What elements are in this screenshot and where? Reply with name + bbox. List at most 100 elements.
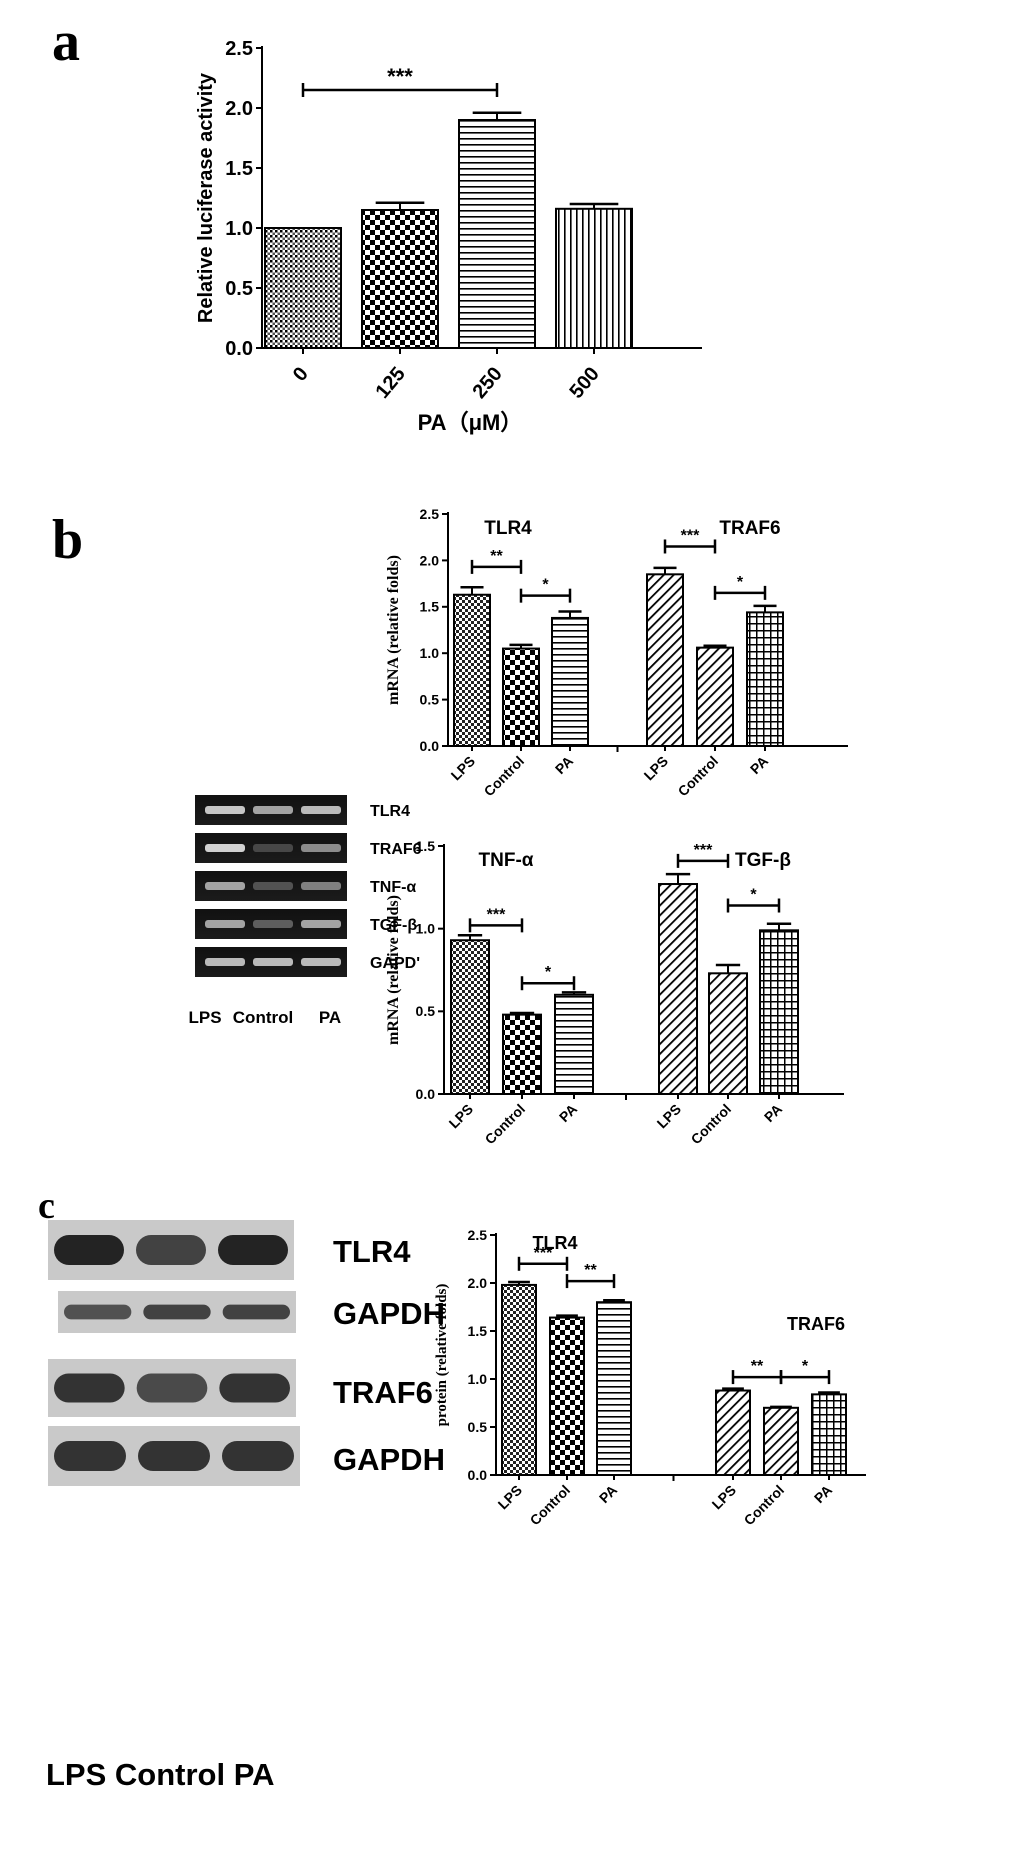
- chart-b2-x-tick-label: PA: [761, 1101, 785, 1125]
- chart-b1-y-tick-label: 0.5: [420, 692, 440, 708]
- gel-band: [253, 920, 293, 928]
- gel-band: [205, 844, 245, 852]
- chart-b1-sig-label: *: [737, 574, 744, 591]
- chart-c-y-tick-label: 2.5: [468, 1227, 488, 1243]
- chart-b1-y-tick-label: 2.5: [420, 506, 440, 522]
- chart-a-bar: [264, 227, 342, 349]
- gel-band: [253, 882, 293, 890]
- blot-band: [143, 1304, 211, 1320]
- chart-c: 0.0 0.5 1.0 1.5 2.0 2.5 protein (relative fold…: [434, 1227, 866, 1528]
- chart-a-x-label: PA（μM）: [418, 410, 523, 435]
- panel-letter-a: a: [52, 11, 80, 73]
- chart-b1-y-tick-label: 1.0: [420, 645, 440, 661]
- blot-band: [54, 1373, 125, 1403]
- chart-c-bar: [549, 1316, 585, 1477]
- chart-c-x-tick-label: PA: [811, 1482, 835, 1506]
- blot-band-label: GAPDH: [333, 1296, 445, 1331]
- chart-a-y-tick-label: 2.0: [225, 98, 253, 120]
- chart-a-y-tick-label: 1.0: [225, 218, 253, 240]
- chart-a-x-tick-label: 500: [566, 363, 604, 403]
- blot-band: [222, 1441, 294, 1471]
- chart-b1-x-tick-label: Control: [481, 753, 528, 800]
- chart-b2-sig-label: *: [545, 964, 552, 981]
- chart-a-sig-label: ***: [387, 64, 413, 89]
- gel-band: [301, 806, 341, 814]
- chart-a: 0.0 0.5 1.0 1.5 2.0 2.5 Relative luciferase ac…: [195, 38, 702, 435]
- gel-band-label: GAPD': [370, 955, 420, 972]
- chart-b2-x-tick-label: LPS: [654, 1101, 685, 1132]
- chart-b1-y-tick-label: 0.0: [420, 738, 440, 754]
- chart-c-sig-label: **: [751, 1358, 764, 1375]
- chart-b2-bar: [658, 883, 698, 1095]
- blot-layer: TLR4 GAPDH TRAF6 GAPDH LPS Control PA: [46, 1220, 445, 1792]
- gel-band: [301, 882, 341, 890]
- gel-band: [253, 958, 293, 966]
- chart-a-bar: [361, 209, 439, 349]
- gel-band: [253, 806, 293, 814]
- chart-b1-bar: [696, 646, 734, 748]
- chart-b1-sig-label: ***: [681, 527, 700, 544]
- chart-c-group-title: TLR4: [533, 1233, 578, 1253]
- chart-b2-y-tick-label: 0.5: [416, 1003, 436, 1019]
- chart-b2-sig-label: ***: [487, 906, 506, 923]
- chart-a-x-tick-label: 125: [372, 363, 410, 403]
- gel-band-label: TNF-α: [370, 879, 416, 896]
- chart-b2-y-tick-label: 1.5: [416, 838, 436, 854]
- chart-c-sig-label: *: [802, 1358, 809, 1375]
- gel-band: [205, 920, 245, 928]
- blot-band-label: TLR4: [333, 1234, 411, 1269]
- blot-band: [136, 1373, 208, 1403]
- chart-a-bar: [555, 207, 633, 349]
- chart-c-y-tick-label: 2.0: [468, 1275, 488, 1291]
- chart-b1-group-title: TLR4: [484, 518, 532, 539]
- chart-c-bar: [501, 1283, 537, 1477]
- chart-c-y-tick-label: 1.0: [468, 1371, 488, 1387]
- chart-c-x-tick-label: Control: [741, 1482, 788, 1529]
- chart-b2-x-tick-label: Control: [482, 1101, 529, 1148]
- chart-a-x-tick-label: 250: [469, 363, 507, 403]
- chart-b1-x-tick-label: PA: [552, 753, 576, 777]
- gel-band: [205, 958, 245, 966]
- chart-c-y-tick-label: 0.0: [468, 1467, 488, 1483]
- chart-b2-y-tick-label: 1.0: [416, 921, 436, 937]
- chart-b1: 0.0 0.5 1.0 1.5 2.0 2.5 mRNA (relative folds) L…: [385, 506, 848, 799]
- chart-b1-bar: [502, 647, 540, 747]
- chart-a-bar: [458, 119, 536, 349]
- gel-lane-label: PA: [319, 1008, 341, 1027]
- gel-band-label: TLR4: [370, 803, 410, 820]
- chart-a-y-tick-label: 0.0: [225, 338, 253, 360]
- chart-c-x-tick-label: LPS: [709, 1482, 740, 1513]
- chart-c-y-tick-label: 1.5: [468, 1323, 488, 1339]
- chart-c-y-tick-label: 0.5: [468, 1419, 488, 1435]
- panel-letter-b: b: [52, 509, 84, 571]
- blot-band: [136, 1235, 206, 1265]
- blot-band: [222, 1304, 290, 1320]
- blot-band: [138, 1441, 210, 1471]
- blot-band: [219, 1373, 290, 1403]
- chart-c-x-tick-label: Control: [527, 1482, 574, 1529]
- chart-b1-bar: [646, 573, 684, 747]
- gel-band: [205, 806, 245, 814]
- blot-band: [54, 1235, 124, 1265]
- gel-band-label: TRAF6: [370, 841, 422, 858]
- chart-b2-bar: [708, 972, 748, 1095]
- chart-a-y-tick-label: 1.5: [225, 158, 253, 180]
- panel-letter-c: c: [38, 1185, 55, 1227]
- chart-b2-sig-label: ***: [694, 842, 713, 859]
- chart-b1-x-tick-label: LPS: [448, 753, 479, 784]
- gel-band: [205, 882, 245, 890]
- chart-b2-x-tick-label: PA: [556, 1101, 580, 1125]
- gel-band-label: TGF-β: [370, 917, 417, 934]
- chart-b1-group-title: TRAF6: [719, 518, 780, 539]
- chart-b2-bar: [502, 1013, 542, 1096]
- chart-a-y-tick-label: 2.5: [225, 38, 253, 60]
- chart-b1-x-tick-label: PA: [747, 753, 771, 777]
- chart-b2-bar: [759, 929, 799, 1095]
- blot-band-label: GAPDH: [333, 1442, 445, 1477]
- chart-b1-y-tick-label: 2.0: [420, 552, 440, 568]
- blot-band: [218, 1235, 288, 1265]
- gel-band: [253, 844, 293, 852]
- chart-b1-y-label: mRNA (relative folds): [385, 555, 402, 705]
